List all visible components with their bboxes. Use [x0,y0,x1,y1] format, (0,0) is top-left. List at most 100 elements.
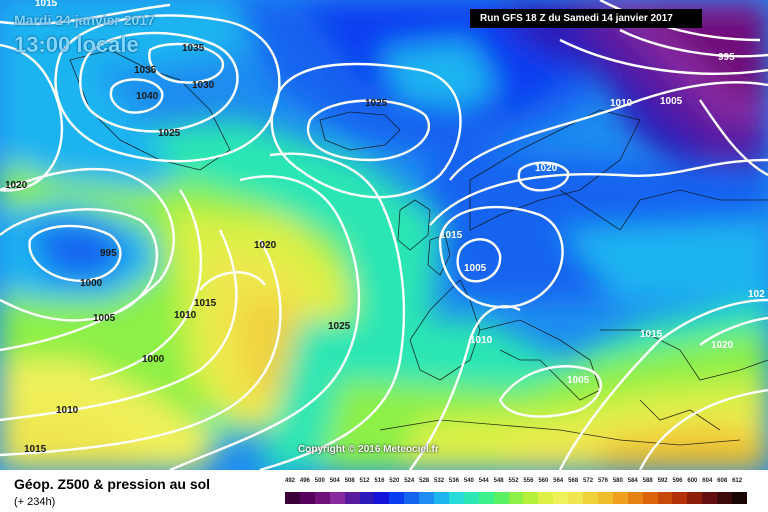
isobar-label: 1005 [567,375,590,386]
scale-label: 504 [329,478,340,484]
coastlines [69,49,768,446]
scale-label: 568 [568,478,579,484]
scale-label: 596 [672,478,683,484]
scale-label: 552 [508,478,519,484]
isobar-label: 1020 [711,340,734,351]
scale-label: 536 [448,478,459,484]
isobar-label: 1010 [470,335,493,346]
scale-swatch [672,492,688,504]
isobar-label: 1005 [464,263,487,274]
isobar-label: 1035 [134,65,157,76]
color-scale: 492 496 500 504 508 512 516 520 524 528 532 536 540 5… [284,478,748,504]
geopotential-field: 1015 1035 1035 1030 1040 1025 1025 995 1… [0,0,768,470]
isobar-label: 1025 [158,128,181,139]
isobar-label: 1030 [192,80,215,91]
isobar-label: 1015 [440,230,463,241]
scale-swatch [508,492,524,504]
isobar-labels: 1015 1035 1035 1030 1040 1025 1025 995 1… [5,0,765,455]
scale-swatch [657,492,673,504]
scale-swatch [463,492,480,504]
scale-label: 532 [434,478,445,484]
scale-label: 556 [523,478,534,484]
scale-swatch [538,492,554,504]
scale-swatch [627,492,644,504]
scale-swatch [493,492,510,504]
scale-label: 584 [627,478,638,484]
scale-swatch [597,492,614,504]
scale-label: 604 [702,478,713,484]
scale-swatch [359,492,375,504]
copyright: Copyright © 2016 Meteociel.fr [298,444,439,455]
scale-label: 540 [463,478,474,484]
isobars [0,0,768,470]
isobar-label: 1020 [5,180,28,191]
scale-label: 612 [732,478,743,484]
scale-label: 572 [583,478,594,484]
scale-swatch [285,492,301,504]
isobar-label: 1010 [610,98,633,109]
isobar-label: 1025 [365,98,388,109]
scale-swatch [374,492,390,504]
scale-label: 528 [419,478,430,484]
isobar-label: 1010 [174,310,197,321]
scale-label: 608 [717,478,728,484]
isobar-label: 995 [718,52,735,63]
isobar-label: 1040 [136,91,159,102]
isobar-label: 1020 [535,163,558,174]
scale-swatch [478,492,495,504]
scale-label: 580 [612,478,623,484]
map-title: Géop. Z500 & pression au sol [14,476,211,492]
legend-footer: Géop. Z500 & pression au sol (+ 234h) 49… [0,470,768,512]
scale-label: 512 [359,478,370,484]
scale-swatch [389,492,405,504]
isobar-label: 995 [100,248,117,259]
scale-label: 564 [553,478,564,484]
scale-swatch [687,492,703,504]
scale-swatch [612,492,629,504]
scale-label: 496 [299,478,310,484]
isobar-label: 1035 [182,43,205,54]
isobar-label: 1005 [660,96,683,107]
scale-swatch [702,492,718,504]
scale-swatch [448,492,465,504]
isobar-label: 1025 [328,321,351,332]
isobar-label: 1015 [24,444,47,455]
scale-label: 508 [344,478,355,484]
scale-label: 560 [538,478,549,484]
isobar-label: 1000 [80,278,103,289]
isobar-label: 1020 [254,240,277,251]
scale-swatch [717,492,733,504]
weather-map: 1015 1035 1035 1030 1040 1025 1025 995 1… [0,0,768,470]
scale-swatch [434,492,450,504]
scale-swatch [583,492,599,504]
forecast-time: 13:00 locale [14,32,139,57]
scale-label: 576 [597,478,608,484]
scale-swatch [553,492,569,504]
scale-swatch [568,492,584,504]
scale-label: 592 [657,478,668,484]
scale-label: 600 [687,478,698,484]
scale-swatch [732,492,748,504]
isobar-label: 1015 [35,0,58,9]
scale-label: 524 [404,478,415,484]
scale-label: 544 [478,478,489,484]
scale-swatch [419,492,435,504]
scale-swatch [299,492,316,504]
scale-swatch [314,492,331,504]
forecast-offset: (+ 234h) [14,496,56,508]
forecast-date: Mardi 24 janvier 2017 [14,12,155,28]
scale-label: 516 [374,478,385,484]
scale-label: 492 [284,478,295,484]
scale-swatch [404,492,420,504]
isobar-label: 1010 [56,405,79,416]
scale-label: 520 [389,478,400,484]
scale-label: 500 [314,478,325,484]
scale-swatch [523,492,539,504]
isobar-label: 1015 [194,298,217,309]
scale-swatch [344,492,360,504]
isobar-label: 102 [748,289,765,300]
isobar-label: 1015 [640,329,663,340]
scale-swatch [329,492,346,504]
scale-label: 548 [493,478,504,484]
scale-swatch [642,492,659,504]
